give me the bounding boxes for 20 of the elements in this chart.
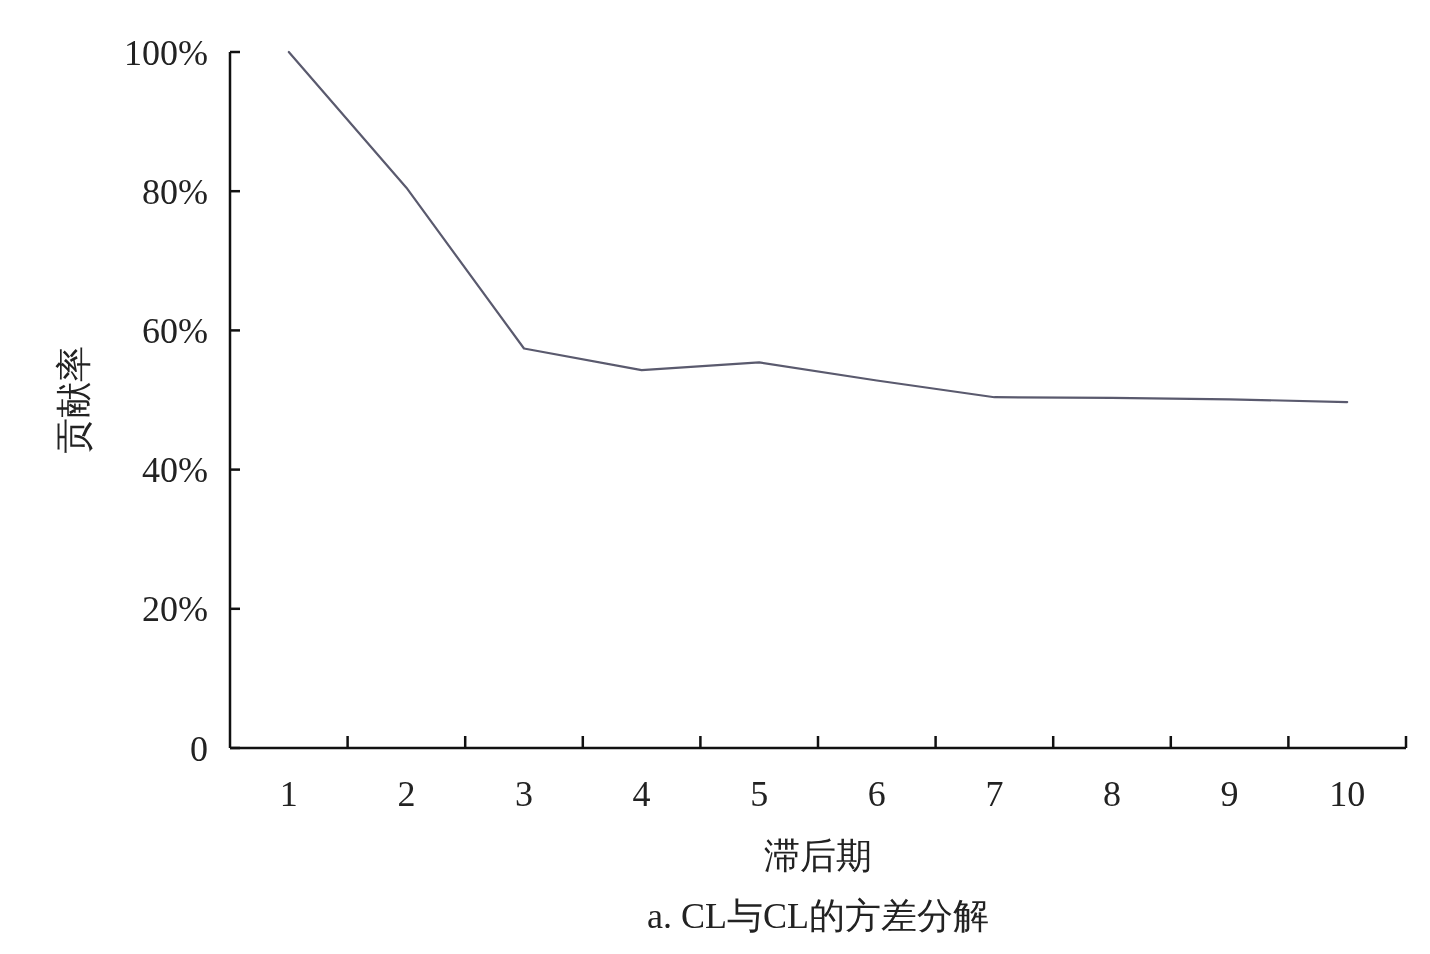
x-tick-label: 3 <box>515 774 533 814</box>
y-tick-label: 20% <box>142 589 208 630</box>
y-axis-title: 贡献率 <box>54 346 94 454</box>
x-tick-label: 1 <box>279 774 298 814</box>
y-tick-label: 40% <box>142 450 208 491</box>
x-tick-label: 2 <box>397 774 416 814</box>
y-tick-label: 60% <box>142 311 208 351</box>
x-tick-label: 5 <box>750 774 769 814</box>
y-tick-label: 100% <box>124 32 208 73</box>
x-tick-label: 6 <box>867 774 886 814</box>
x-tick-label: 10 <box>1329 774 1366 814</box>
x-tick-label: 9 <box>1220 774 1239 814</box>
line-series <box>287 50 1349 404</box>
x-tick-label: 8 <box>1103 774 1121 814</box>
x-tick-label: 4 <box>632 774 651 814</box>
x-tick-label: 7 <box>985 774 1004 814</box>
text: a. CL与CL的方差分解 <box>647 896 989 936</box>
y-tick-label: 0 <box>190 728 208 769</box>
y-tick-label: 80% <box>142 171 208 212</box>
x-axis-title: 滞后期 <box>764 836 872 876</box>
